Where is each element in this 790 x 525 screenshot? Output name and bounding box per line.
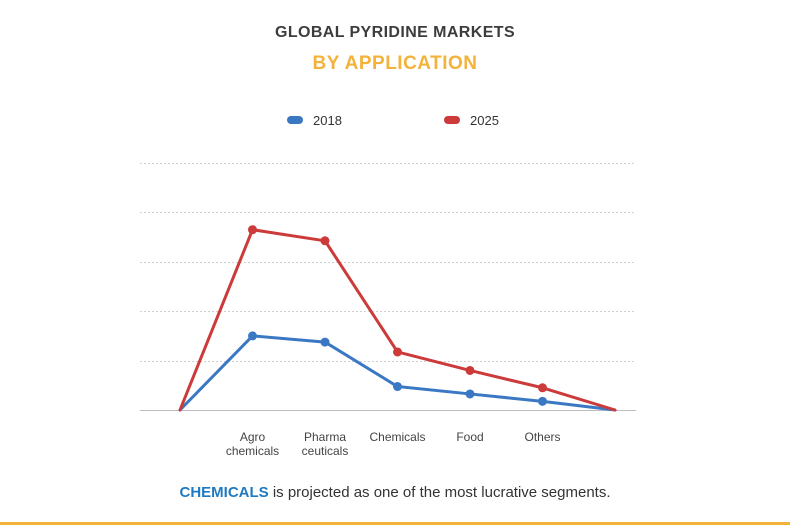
data-point-2018 (465, 389, 475, 399)
x-tick-label: Pharma (304, 430, 346, 444)
footer-text: is projected as one of the most lucrativ… (268, 484, 611, 501)
chart-subtitle: BY APPLICATION (312, 53, 478, 74)
x-tick-label: Chemicals (369, 430, 425, 444)
legend-label-2025: 2025 (470, 112, 499, 128)
footer-note: CHEMICALS is projected as one of the mos… (0, 484, 790, 501)
legend-item-2025: 2025 (444, 112, 499, 128)
legend-swatch-2025 (444, 116, 460, 124)
data-point-2025 (465, 365, 475, 375)
data-point-2025 (538, 383, 547, 393)
data-point-2018 (538, 396, 547, 406)
x-tick-label: Food (456, 430, 483, 444)
data-point-2025 (320, 236, 330, 246)
x-tick-label: chemicals (226, 444, 279, 458)
data-point-2018 (248, 331, 257, 341)
legend-label-2018: 2018 (313, 112, 342, 128)
data-point-2018 (320, 337, 330, 347)
data-point-2025 (248, 225, 257, 235)
x-tick-label: ceuticals (302, 444, 349, 458)
x-tick-label: Agro (240, 430, 266, 444)
footer-highlight: CHEMICALS (179, 484, 269, 501)
x-tick-label: Others (524, 430, 560, 444)
series-line-2018 (178, 334, 617, 412)
legend-swatch-2018 (287, 116, 303, 124)
data-point-2018 (393, 382, 402, 392)
data-point-2025 (393, 347, 402, 357)
legend-item-2018: 2018 (287, 112, 342, 128)
chart-title: GLOBAL PYRIDINE MARKETS (274, 24, 516, 41)
bottom-accent-bar (0, 522, 790, 525)
